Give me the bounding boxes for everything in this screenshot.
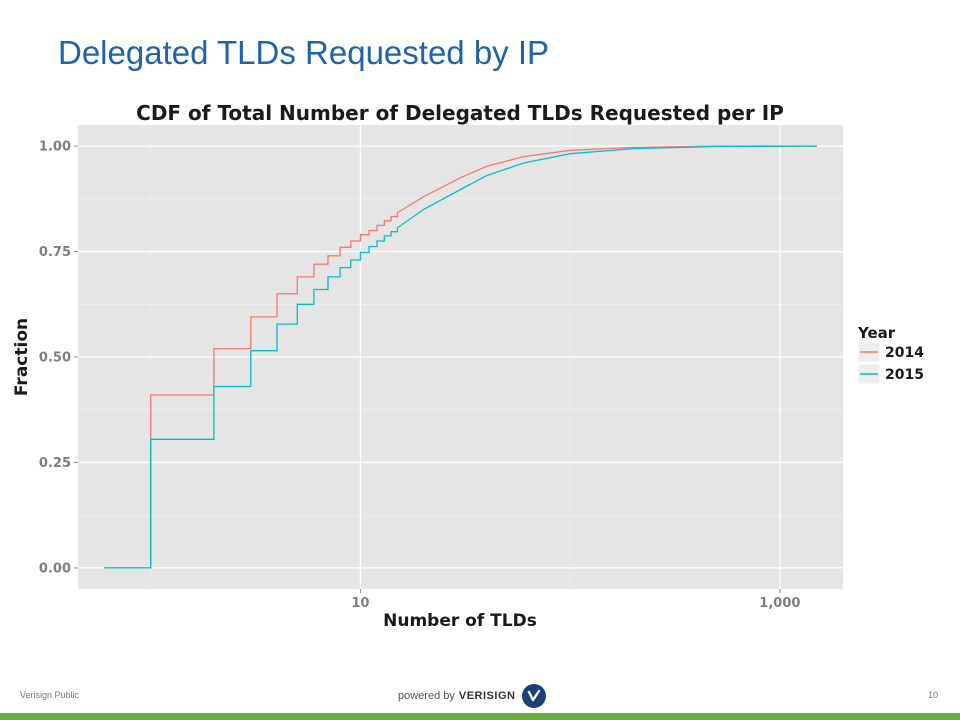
chart-svg: CDF of Total Number of Delegated TLDs Re…	[12, 101, 924, 631]
page-number: 10	[927, 690, 938, 700]
y-tick-label: 1.00	[39, 140, 71, 155]
legend-title: Year	[857, 324, 896, 342]
y-tick-label: 0.50	[39, 351, 71, 366]
x-tick-label: 10	[351, 596, 369, 611]
y-axis: 0.00 0.25 0.50 0.75 1.00	[39, 140, 78, 576]
slide-title: Delegated TLDs Requested by IP	[58, 34, 550, 71]
brand-prefix: powered by	[398, 690, 455, 702]
cdf-chart: CDF of Total Number of Delegated TLDs Re…	[0, 92, 960, 642]
verisign-check-icon	[522, 684, 547, 708]
legend: Year 2014 2015	[857, 324, 924, 385]
x-axis-label: Number of TLDs	[383, 611, 537, 631]
footer-classification: Verisign Public	[20, 690, 80, 700]
legend-label-2015: 2015	[885, 367, 924, 383]
y-axis-label: Fraction	[12, 318, 32, 396]
series-layer	[104, 145, 817, 569]
footer-accent-bar	[0, 713, 960, 720]
series-line-2014	[104, 145, 817, 569]
y-tick-label: 0.00	[39, 561, 71, 576]
x-axis: 10 1,000	[351, 589, 800, 611]
brand-logo: powered by VERISIGN	[398, 683, 547, 709]
y-tick-label: 0.25	[39, 456, 71, 471]
series-line-2015	[104, 145, 817, 569]
brand-name: VERISIGN	[458, 690, 516, 702]
chart-title: CDF of Total Number of Delegated TLDs Re…	[136, 101, 784, 125]
x-tick-label: 1,000	[759, 596, 800, 611]
y-tick-label: 0.75	[39, 245, 71, 260]
legend-label-2014: 2014	[885, 345, 924, 361]
